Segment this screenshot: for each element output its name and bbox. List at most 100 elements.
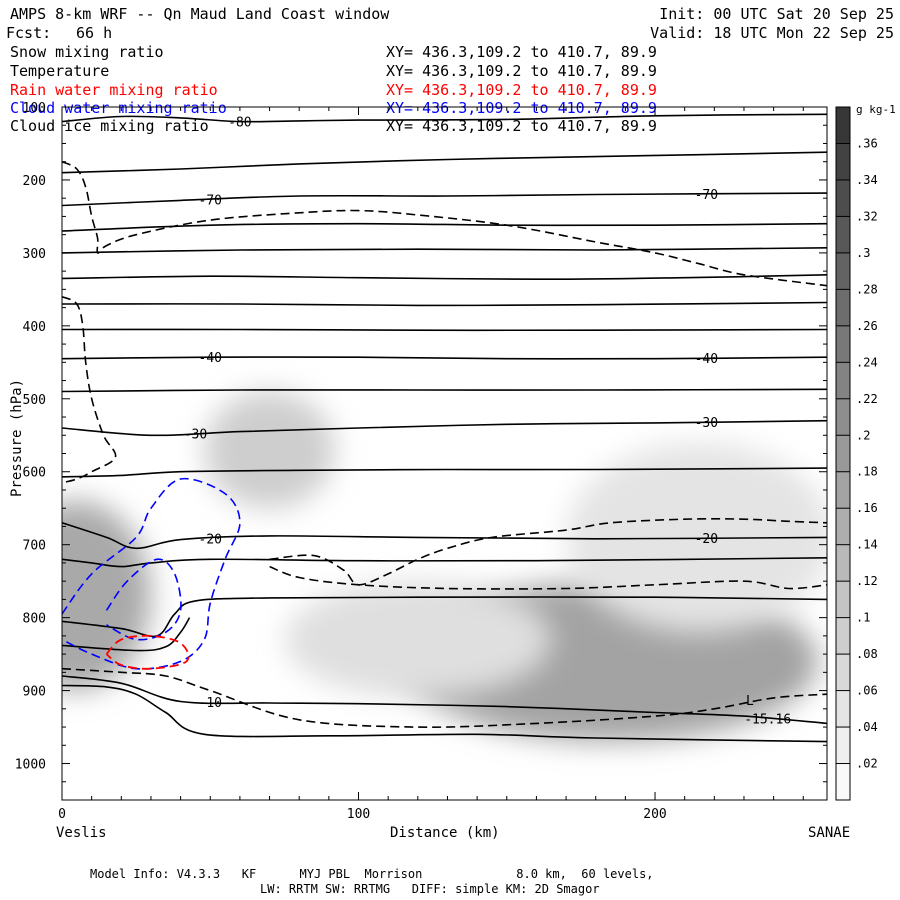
colorbar-segment-5 (836, 581, 850, 618)
legend-xy-cloud-water: XY= 436.3,109.2 to 410.7, 89.9 (386, 99, 657, 117)
colorbar-segment-17 (836, 143, 850, 180)
y-tick-label-800: 800 (23, 612, 46, 627)
forecast-label: Fcst: (6, 24, 52, 42)
legend-name-cloud-ice: Cloud ice mixing ratio (10, 117, 209, 135)
colorbar-segment-12 (836, 325, 850, 363)
temperature-contour-7 (62, 328, 827, 332)
colorbar-tick-label-8: .18 (856, 465, 878, 479)
temperature-label-10: -30 (184, 427, 207, 442)
temperature-contour-2 (62, 192, 827, 207)
temperature-contour-5 (62, 274, 827, 281)
colorbar-tick-label-5: .12 (856, 574, 878, 588)
right-endpoint-label: SANAE (808, 825, 851, 841)
annotation-1: -15.16 (744, 712, 791, 727)
y-tick-label-500: 500 (23, 393, 46, 408)
colorbar-tick-label-13: .28 (856, 282, 878, 296)
colorbar-tick-label-16: .34 (856, 173, 878, 187)
snow-dashed-contour-3 (269, 565, 827, 590)
temperature-label-16: -10 (199, 696, 222, 711)
snow-dashed-contour-0 (62, 160, 827, 287)
valid-time: Valid: 18 UTC Mon 22 Sep 25 (650, 24, 894, 42)
y-tick-label-400: 400 (23, 320, 46, 335)
model-info-line2: LW: RRTM SW: RRTMG DIFF: simple KM: 2D S… (260, 882, 600, 896)
y-tick-label-1000: 1000 (15, 758, 46, 773)
colorbar-segment-4 (836, 617, 850, 655)
colorbar-tick-label-10: .22 (856, 392, 878, 406)
colorbar-tick-label-12: .26 (856, 319, 878, 333)
y-tick-label-100: 100 (23, 101, 46, 116)
temperature-contour-4 (62, 247, 827, 254)
snow-shade-blob-4 (284, 581, 552, 698)
colorbar-segment-13 (836, 289, 850, 326)
legend-xy-rain: XY= 436.3,109.2 to 410.7, 89.9 (386, 81, 657, 99)
x-tick-label-100: 100 (347, 807, 370, 822)
model-info-line1: Model Info: V4.3.3 KF MYJ PBL Morrison 8… (90, 867, 654, 881)
colorbar-unit: g kg-1 (856, 103, 896, 116)
temperature-label-right-2: -70 (695, 188, 718, 203)
colorbar-tick-label-1: .04 (856, 720, 878, 734)
annotation-0: L (746, 694, 754, 709)
temperature-contour-11 (62, 467, 827, 478)
temperature-contour-6 (62, 301, 827, 307)
legend-xy-temperature: XY= 436.3,109.2 to 410.7, 89.9 (386, 62, 657, 80)
temperature-contour-16 (62, 675, 827, 725)
temperature-contour-8 (62, 356, 827, 360)
temperature-label-right-12: -20 (695, 532, 718, 547)
cloud-water-contour-0 (62, 477, 241, 670)
colorbar-segment-18 (836, 107, 850, 144)
y-tick-label-600: 600 (23, 466, 46, 481)
temperature-label-2: -70 (199, 193, 222, 208)
y-tick-label-700: 700 (23, 539, 46, 554)
colorbar-tick-label-6: .14 (856, 538, 878, 552)
snow-shade-blob-0 (62, 500, 151, 691)
snow-shade-blob-3 (566, 442, 827, 633)
temperature-contour-0 (62, 113, 827, 123)
legend-name-rain: Rain water mixing ratio (10, 81, 218, 99)
colorbar-segment-0 (836, 763, 850, 800)
y-tick-label-300: 300 (23, 247, 46, 262)
temperature-label-12: -20 (199, 532, 222, 547)
colorbar-tick-label-2: .06 (856, 684, 878, 698)
x-axis-title: Distance (km) (390, 825, 500, 841)
temperature-contour-13 (62, 557, 827, 568)
colorbar-segment-16 (836, 179, 850, 217)
colorbar-tick-label-14: .3 (856, 246, 870, 260)
temperature-label-0: -80 (228, 116, 251, 131)
left-endpoint-label: Veslis (56, 825, 107, 841)
y-tick-label-900: 900 (23, 685, 46, 700)
chart-title: AMPS 8-km WRF -- Qn Maud Land Coast wind… (10, 5, 390, 23)
colorbar-tick-label-4: .1 (856, 611, 870, 625)
snow-dashed-contour-4 (62, 667, 827, 728)
colorbar-segment-3 (836, 654, 850, 691)
legend-name-temperature: Temperature (10, 62, 110, 80)
temperature-contour-10 (62, 419, 827, 437)
colorbar-segment-15 (836, 216, 850, 253)
temperature-label-8: -40 (199, 351, 222, 366)
legend-name-cloud-water: Cloud water mixing ratio (10, 99, 227, 117)
colorbar-segment-7 (836, 508, 850, 545)
colorbar-frame (835, 106, 851, 801)
colorbar-tick-label-9: .2 (856, 428, 870, 442)
x-tick-label-200: 200 (643, 807, 666, 822)
forecast-value: 66 h (76, 24, 113, 42)
temperature-label-right-8: -40 (695, 352, 718, 367)
y-axis-title: Pressure (hPa) (9, 378, 26, 498)
colorbar-segment-11 (836, 362, 850, 399)
colorbar-tick-label-7: .16 (856, 501, 878, 515)
temperature-label-right-10: -30 (695, 416, 718, 431)
temperature-contour-3 (62, 222, 827, 232)
colorbar-segment-10 (836, 398, 850, 436)
temperature-contour-9 (62, 388, 827, 393)
snow-shade-blob-1 (204, 391, 335, 509)
colorbar-tick-label-15: .32 (856, 209, 878, 223)
colorbar-segment-1 (836, 727, 850, 764)
colorbar-segment-9 (836, 435, 850, 472)
snow-dashed-contour-1 (62, 295, 117, 484)
temperature-contour-1 (62, 151, 827, 174)
init-time: Init: 00 UTC Sat 20 Sep 25 (659, 5, 894, 23)
colorbar-tick-label-0: .02 (856, 757, 878, 771)
legend-xy-snow: XY= 436.3,109.2 to 410.7, 89.9 (386, 43, 657, 61)
legend-name-snow: Snow mixing ratio (10, 43, 164, 61)
colorbar-tick-label-11: .24 (856, 355, 878, 369)
